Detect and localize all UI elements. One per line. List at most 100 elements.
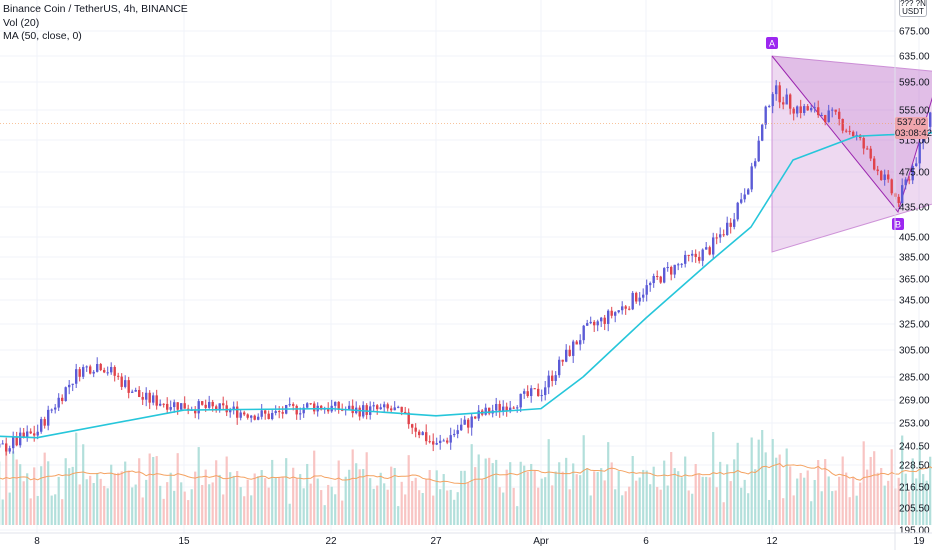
volume-bar <box>253 473 256 525</box>
candle-body <box>327 408 330 412</box>
candle-body <box>880 171 883 180</box>
abcd-line <box>771 55 932 214</box>
volume-bar <box>841 456 844 525</box>
candle-body <box>806 106 809 111</box>
candle-body <box>439 440 442 444</box>
candle-body <box>113 367 116 376</box>
candle-body <box>229 409 232 413</box>
time-axis[interactable]: 8152227Apr6121926May101724 <box>0 532 932 547</box>
candle-body <box>845 130 848 132</box>
candle-body <box>264 410 267 414</box>
candle-body <box>376 405 379 410</box>
candle-body <box>407 412 410 425</box>
candle-body <box>68 384 71 388</box>
price-axis[interactable]: 675.00 635.00 595.00 555.00 515.00 475.00 435.… <box>899 27 930 537</box>
volume-bar <box>757 439 760 525</box>
volume-bar <box>533 470 536 525</box>
candle-body <box>516 407 519 409</box>
candle-body <box>421 432 424 436</box>
candle-body <box>631 292 634 310</box>
volume-bar <box>344 476 347 525</box>
candle-body <box>607 310 610 324</box>
volume-bar <box>29 498 32 525</box>
y-tick-label: 345.00 <box>899 296 930 307</box>
volume-bar <box>407 455 410 525</box>
candle-body <box>663 268 666 283</box>
ma-indicator-label[interactable]: MA (50, close, 0) <box>3 30 82 42</box>
volume-bar <box>915 478 918 525</box>
volume-bar <box>740 487 743 525</box>
candle-body <box>204 404 207 408</box>
candle-body <box>334 401 337 406</box>
candle-body <box>638 297 641 302</box>
volume-bar <box>313 450 316 525</box>
volume-bar <box>621 495 624 525</box>
volume-bar <box>624 491 627 525</box>
volume-bar <box>579 475 582 525</box>
candle-body <box>145 392 148 400</box>
candle-body <box>589 321 592 324</box>
y-tick-label: 269.00 <box>899 396 930 407</box>
candle-body <box>22 432 25 438</box>
candle-body <box>85 366 88 368</box>
candle-body <box>537 388 540 397</box>
volume-bar <box>306 463 309 525</box>
symbol-title[interactable]: Binance Coin / TetherUS, 4h, BINANCE <box>3 3 188 15</box>
candle-body <box>523 391 526 394</box>
volume-bar <box>47 461 50 525</box>
candle-body <box>180 403 183 410</box>
candle-body <box>449 435 452 443</box>
candle-body <box>554 375 557 381</box>
candle-body <box>477 410 480 419</box>
volume-bar <box>355 463 358 525</box>
candle-body <box>404 411 407 413</box>
volume-bar <box>876 472 879 525</box>
volume-bar <box>78 484 81 525</box>
candle-body <box>453 433 456 436</box>
candle-body <box>400 406 403 412</box>
candle-body <box>820 115 823 117</box>
candle-body <box>575 341 578 345</box>
volume-bar <box>663 460 666 525</box>
volume-bar <box>152 456 155 525</box>
volume-bar <box>218 474 221 525</box>
x-tick-label: 12 <box>766 536 778 547</box>
volume-bar <box>848 497 851 525</box>
volume-bar <box>775 457 778 525</box>
volume-bar <box>460 470 463 525</box>
candle-body <box>652 276 655 284</box>
candle-body <box>813 107 816 109</box>
candle-body <box>505 406 508 412</box>
volume-indicator-label[interactable]: Vol (20) <box>3 16 40 29</box>
volume-bar <box>292 467 295 525</box>
volume-bar <box>642 469 645 525</box>
volume-bar <box>271 459 274 525</box>
volume-bar <box>400 481 403 525</box>
y-tick-label: 195.00 <box>899 526 930 537</box>
candle-body <box>519 393 522 408</box>
volume-bar <box>57 476 60 525</box>
candle-body <box>736 202 739 220</box>
volume-bar <box>806 470 809 525</box>
volume-bar <box>526 471 529 525</box>
volume-bar <box>446 490 449 525</box>
x-tick-label: 19 <box>913 536 925 547</box>
candle-body <box>733 219 736 227</box>
volume-bar <box>498 487 501 525</box>
volume-bar <box>442 474 445 525</box>
candle-body <box>124 380 127 387</box>
volume-bar <box>176 453 179 525</box>
candle-body <box>348 405 351 410</box>
candle-body <box>785 94 788 105</box>
grid <box>0 0 920 533</box>
volume-bar <box>568 489 571 525</box>
candle-body <box>530 388 533 397</box>
candle-body <box>684 254 687 264</box>
y-tick-label: 635.00 <box>899 52 930 63</box>
volume-bar <box>712 432 715 525</box>
volume-bar <box>5 448 8 525</box>
volume-bar <box>614 489 617 525</box>
candle-body <box>799 106 802 114</box>
volume-bar <box>617 471 620 525</box>
